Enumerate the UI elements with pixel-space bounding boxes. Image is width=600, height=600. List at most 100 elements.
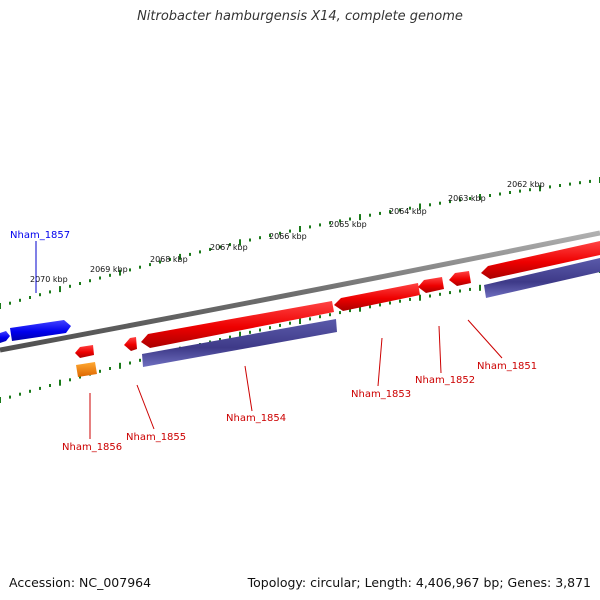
genome-summary-text: Topology: circular; Length: 4,406,967 bp… (247, 575, 591, 590)
minor-tick (309, 225, 311, 229)
kbp-label: 2066 kbp (269, 232, 307, 241)
minor-tick (429, 203, 431, 207)
minor-tick (549, 185, 551, 189)
minor-tick (129, 361, 131, 365)
minor-tick (389, 210, 391, 214)
major-tick (59, 379, 61, 386)
minor-tick (489, 194, 491, 197)
map-title: Nitrobacter hamburgensis X14, complete g… (137, 9, 463, 24)
minor-tick (19, 298, 21, 302)
minor-tick (379, 211, 381, 215)
gene-arrow-nham-1854[interactable] (141, 301, 334, 348)
minor-tick (369, 305, 371, 309)
cds-block[interactable] (484, 258, 600, 298)
major-tick (419, 203, 421, 210)
minor-tick (189, 252, 191, 256)
gene-arrow-nham-1852[interactable] (418, 277, 444, 293)
minor-tick (399, 299, 401, 303)
minor-tick (99, 369, 101, 373)
minor-tick (79, 282, 81, 285)
minor-tick (109, 367, 111, 370)
minor-tick (39, 386, 41, 390)
gene-arrow-nham-1855[interactable] (124, 337, 137, 351)
rna-feature[interactable] (76, 362, 97, 377)
minor-tick (339, 219, 341, 223)
minor-tick (209, 247, 211, 251)
gene-arrow-nham-1851[interactable] (449, 271, 471, 286)
minor-tick (469, 197, 471, 200)
minor-tick (279, 323, 281, 327)
minor-tick (9, 395, 11, 399)
gene-arrow-forward[interactable] (0, 331, 10, 343)
minor-tick (29, 389, 31, 393)
minor-tick (229, 243, 231, 247)
minor-tick (99, 276, 101, 280)
minor-tick (439, 201, 441, 205)
minor-tick (379, 303, 381, 307)
minor-tick (309, 317, 311, 321)
leader-line (467, 319, 503, 359)
kbp-labels: 2062 kbp 2063 kbp 2064 kbp 2065 kbp 2066… (30, 180, 545, 284)
minor-tick (329, 221, 331, 225)
minor-tick (259, 328, 261, 332)
minor-tick (399, 208, 401, 212)
minor-tick (49, 384, 51, 387)
reverse-genes (75, 241, 600, 358)
minor-tick (219, 245, 221, 249)
forward-genes (0, 320, 71, 343)
minor-tick (459, 198, 461, 202)
kbp-label: 2070 kbp (30, 275, 68, 284)
minor-tick (449, 291, 451, 295)
kbp-label: 2067 kbp (210, 243, 248, 252)
minor-tick (389, 301, 391, 305)
minor-tick (259, 236, 261, 240)
major-tick (239, 331, 241, 338)
leader-line (136, 384, 155, 430)
minor-tick (269, 234, 271, 237)
minor-tick (529, 188, 531, 192)
gene-arrow-nham-1856[interactable] (75, 345, 94, 358)
gene-label-nham-1856: Nham_1856 (62, 442, 122, 453)
minor-tick (569, 182, 571, 186)
major-tick (119, 269, 121, 276)
minor-tick (79, 375, 81, 379)
minor-tick (159, 260, 161, 264)
major-tick (479, 194, 481, 200)
leader-lines (35, 241, 503, 439)
minor-tick (429, 294, 431, 298)
minor-tick (289, 321, 291, 325)
major-tick (359, 214, 361, 221)
minor-tick (409, 297, 411, 301)
minor-tick (109, 273, 111, 277)
minor-tick (329, 313, 331, 317)
leader-line (377, 337, 383, 387)
gene-label-nham-1852: Nham_1852 (415, 375, 475, 386)
minor-tick (149, 263, 151, 267)
major-tick (539, 185, 541, 192)
minor-tick (39, 293, 41, 297)
minor-tick (169, 257, 171, 261)
minor-tick (289, 229, 291, 233)
minor-tick (229, 335, 231, 339)
cds-track (142, 258, 600, 367)
gene-label-nham-1854: Nham_1854 (226, 413, 286, 424)
major-tick (0, 397, 1, 403)
gene-arrow-nham-1853[interactable] (334, 283, 420, 311)
minor-tick (509, 191, 511, 194)
minor-tick (579, 181, 581, 185)
minor-tick (89, 279, 91, 283)
minor-tick (19, 392, 21, 396)
accession-text: Accession: NC_007964 (9, 575, 152, 590)
minor-tick (9, 301, 11, 305)
minor-tick (349, 309, 351, 313)
gene-arrow-reverse[interactable] (481, 241, 600, 279)
minor-tick (129, 268, 131, 272)
kbp-label: 2069 kbp (90, 265, 128, 274)
cds-block[interactable] (142, 319, 337, 367)
gene-label-nham-1855: Nham_1855 (126, 432, 186, 443)
gene-label-nham-1857: Nham_1857 (10, 230, 70, 241)
major-tick (479, 284, 481, 291)
gene-arrow-nham-1857[interactable] (10, 320, 71, 341)
kbp-label: 2063 kbp (448, 194, 486, 203)
minor-tick (409, 206, 411, 210)
